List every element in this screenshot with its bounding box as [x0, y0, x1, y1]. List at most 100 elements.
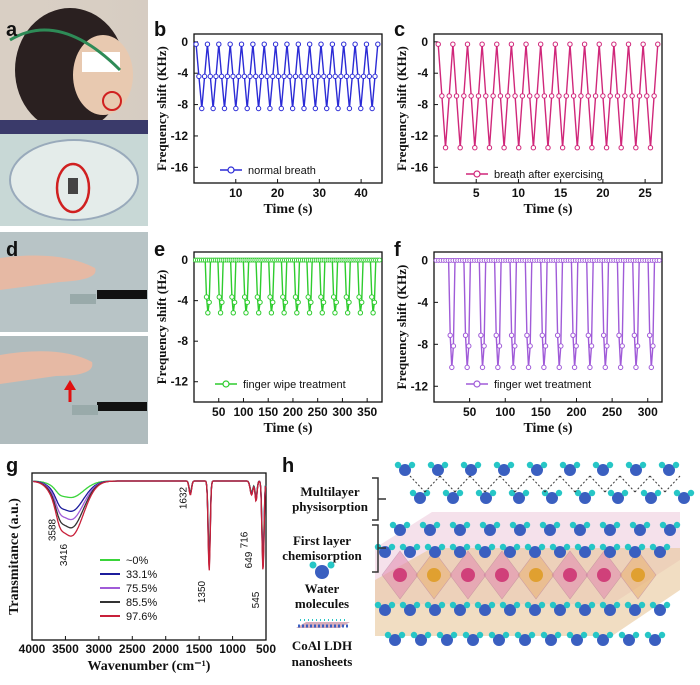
label-chemisorption: chemisorption: [282, 548, 362, 563]
chart-b: 10 20 30 40 0 -4 -8 -12 -16 Time (s) Frequency shi…: [154, 33, 383, 217]
data-point: [319, 310, 325, 316]
data-point: [231, 299, 238, 305]
data-point: [573, 343, 579, 349]
x-tick-label: 250: [308, 405, 328, 419]
data-point: [230, 73, 236, 80]
y-tick-label: -4: [417, 295, 428, 309]
x-tick-label: 25: [638, 186, 652, 200]
x-tick-label: 5: [473, 186, 480, 200]
data-point: [648, 364, 655, 371]
legend-label: finger wet treatment: [494, 379, 591, 391]
plot-frame: [193, 33, 383, 184]
label-first-layer: First layer: [293, 533, 351, 548]
data-point: [363, 41, 370, 47]
data-point: [587, 364, 593, 371]
data-point: [280, 294, 286, 300]
data-point: [253, 73, 259, 80]
x-tick-label: 100: [495, 405, 515, 419]
data-point: [525, 364, 532, 371]
data-point: [534, 93, 540, 99]
data-point: [542, 343, 549, 349]
data-point: [272, 41, 279, 47]
label-physisorption: physisorption: [292, 499, 369, 514]
y-tick-label: 0: [421, 35, 428, 49]
sensor-ellipse: [55, 162, 91, 214]
data-point: [250, 41, 256, 47]
label-multilayer: Multilayer: [300, 484, 359, 499]
mask-strap: [9, 28, 122, 72]
water-molecule-icon: [315, 565, 329, 579]
data-point: [585, 332, 592, 338]
data-point: [486, 145, 493, 151]
x-tick-label: 200: [566, 405, 586, 419]
data-point: [281, 73, 287, 80]
chart-g: 4000 3500 3000 2500 2000 1500 1000 500 Wavenumbe…: [7, 472, 276, 674]
data-point: [602, 364, 608, 371]
data-point: [281, 310, 287, 316]
legend-label: finger wipe treatment: [243, 379, 346, 391]
x-tick-label: 2500: [119, 642, 146, 656]
data-point: [600, 332, 607, 338]
data-point: [275, 73, 282, 80]
data-point: [257, 299, 263, 305]
data-point: [483, 93, 489, 99]
data-point: [370, 310, 376, 316]
data-point: [270, 299, 276, 305]
data-point: [268, 310, 275, 316]
data-point: [501, 145, 507, 151]
y-tick-label: 0: [181, 35, 188, 49]
data-point: [634, 343, 641, 349]
finger-shape: [0, 255, 96, 290]
data-point: [556, 364, 562, 371]
data-point: [449, 364, 455, 371]
data-point: [294, 310, 300, 316]
peak-annotation: 716: [240, 531, 251, 548]
y-tick-label: -12: [171, 375, 189, 389]
data-point: [617, 364, 624, 371]
data-point: [655, 41, 661, 47]
data-point: [461, 93, 467, 99]
y-axis-label: Frequency shift (Hz): [154, 270, 169, 385]
data-point: [559, 145, 566, 151]
data-point: [356, 294, 362, 300]
data-point: [611, 41, 617, 47]
data-point: [318, 294, 324, 300]
data-point: [585, 93, 591, 99]
data-point: [207, 73, 213, 80]
data-point: [341, 41, 347, 47]
y-tick-label: -4: [177, 294, 188, 308]
x-tick-label: 20: [596, 186, 610, 200]
data-point: [219, 299, 225, 305]
data-point: [312, 105, 319, 112]
data-point: [563, 93, 569, 99]
data-point: [227, 41, 233, 47]
data-point: [308, 299, 314, 305]
data-point: [216, 294, 222, 300]
x-tick-label: 40: [354, 186, 368, 200]
y-tick-label: -8: [177, 98, 188, 112]
x-tick-label: 10: [229, 186, 243, 200]
data-point: [326, 73, 333, 80]
x-tick-label: 300: [332, 405, 352, 419]
data-point: [377, 257, 382, 263]
data-point: [278, 105, 284, 112]
data-point: [352, 41, 358, 47]
data-point: [357, 310, 364, 316]
data-point: [349, 73, 355, 80]
data-point: [359, 299, 365, 305]
data-point: [656, 257, 662, 263]
plot-frame: [433, 251, 663, 403]
y-tick-label: -16: [171, 160, 189, 174]
data-point: [284, 41, 290, 47]
data-point: [589, 145, 595, 151]
data-point: [552, 41, 559, 47]
data-point: [462, 332, 469, 338]
data-point: [481, 343, 487, 349]
y-axis-label: Frequency shift (KHz): [394, 46, 409, 171]
peak-annotation: 649: [244, 551, 255, 568]
data-point: [558, 343, 564, 349]
x-tick-label: 50: [212, 405, 226, 419]
data-point: [344, 310, 351, 316]
y-tick-label: -16: [411, 160, 429, 174]
data-point: [335, 105, 341, 112]
